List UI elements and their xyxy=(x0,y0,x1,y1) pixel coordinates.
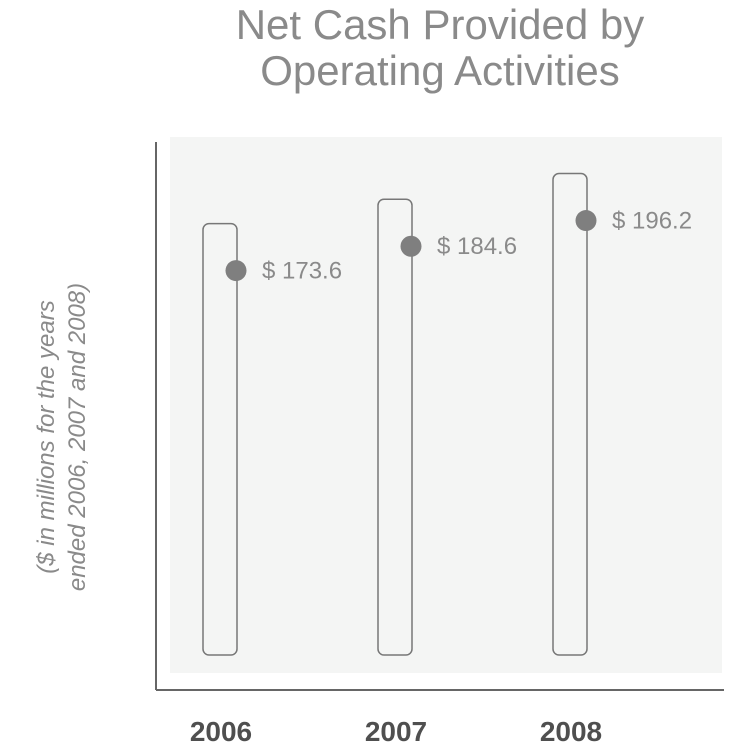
chart-title: Net Cash Provided by Operating Activitie… xyxy=(0,1,750,95)
x-tick-label-2008: 2008 xyxy=(540,716,602,747)
bar-2007 xyxy=(377,198,413,656)
value-marker-2008 xyxy=(575,210,597,232)
value-label-2007: $ 184.6 xyxy=(437,233,517,260)
plot-panel xyxy=(170,137,722,673)
chart-title-line-1: Net Cash Provided by xyxy=(235,1,645,48)
value-label-2008: $ 196.2 xyxy=(612,208,692,235)
x-tick-label-2007: 2007 xyxy=(365,716,427,747)
bar-2006 xyxy=(202,222,238,656)
x-tick-label-2006: 2006 xyxy=(190,716,252,747)
value-marker-2006 xyxy=(225,260,247,282)
bar-2008 xyxy=(552,172,588,656)
chart-title-line-2: Operating Activities xyxy=(260,47,620,95)
value-label-2006: $ 173.6 xyxy=(262,258,342,285)
value-marker-2007 xyxy=(400,235,422,257)
